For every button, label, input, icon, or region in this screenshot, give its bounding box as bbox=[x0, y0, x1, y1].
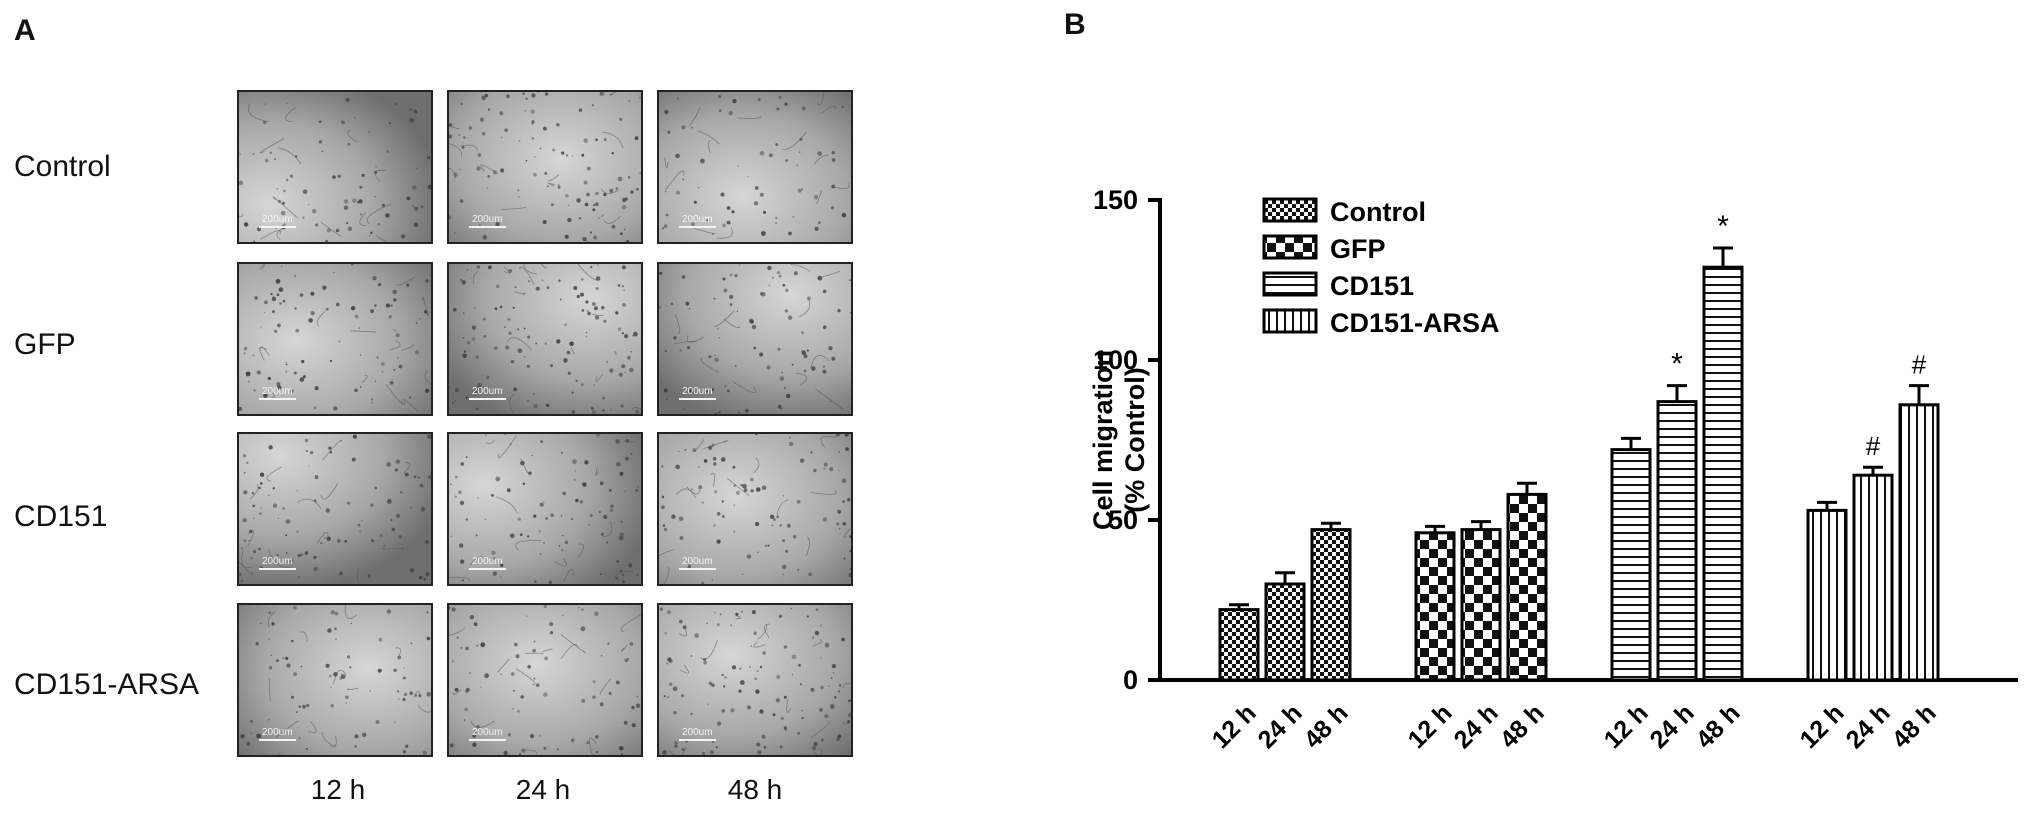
bar bbox=[1610, 448, 1652, 682]
micrograph-cd151-arsa-24h: 200um bbox=[447, 603, 643, 757]
col-label-12h: 12 h bbox=[310, 774, 366, 805]
micrograph-control-24h: 200um bbox=[447, 90, 643, 244]
legend-swatch bbox=[1262, 271, 1318, 297]
x-tick-label: 12 h bbox=[1599, 699, 1654, 754]
y-tick-label: 150 bbox=[1093, 185, 1138, 215]
legend-entry: Control bbox=[1330, 197, 1426, 227]
scale-bar: 200um bbox=[679, 215, 716, 228]
y-axis-label: Cell migration bbox=[1088, 350, 1118, 530]
x-tick-label: 12 h bbox=[1403, 699, 1458, 754]
x-tick-label: 24 h bbox=[1449, 699, 1504, 754]
scale-bar: 200um bbox=[469, 387, 506, 400]
bar bbox=[1852, 473, 1894, 682]
micrograph-cd151-12h: 200um bbox=[237, 432, 433, 586]
significance-mark: # bbox=[1912, 350, 1927, 380]
scale-bar: 200um bbox=[469, 215, 506, 228]
legend-entry: GFP bbox=[1330, 234, 1386, 264]
bar bbox=[1414, 531, 1456, 682]
x-tick-label: 48 h bbox=[1495, 699, 1550, 754]
bar bbox=[1506, 492, 1548, 682]
bar bbox=[1218, 608, 1260, 682]
x-tick-label: 48 h bbox=[1691, 699, 1746, 754]
bar bbox=[1460, 528, 1502, 682]
scale-bar: 200um bbox=[259, 215, 296, 228]
scale-bar: 200um bbox=[469, 728, 506, 741]
legend-swatch bbox=[1262, 308, 1318, 334]
bar bbox=[1310, 528, 1352, 682]
row-label-control: Control bbox=[14, 150, 111, 183]
micrograph-gfp-12h: 200um bbox=[237, 262, 433, 416]
scale-bar: 200um bbox=[259, 728, 296, 741]
micrograph-gfp-24h: 200um bbox=[447, 262, 643, 416]
bar bbox=[1806, 508, 1848, 682]
scale-bar: 200um bbox=[679, 387, 716, 400]
row-label-cd151-arsa: CD151-ARSA bbox=[14, 668, 200, 701]
micrograph-gfp-48h: 200um bbox=[657, 262, 853, 416]
scale-bar: 200um bbox=[679, 557, 716, 570]
bar bbox=[1898, 403, 1940, 682]
bar bbox=[1264, 582, 1306, 682]
scale-bar: 200um bbox=[469, 557, 506, 570]
significance-mark: * bbox=[1717, 210, 1729, 243]
col-label-24h: 24 h bbox=[515, 774, 571, 805]
x-tick-label: 24 h bbox=[1645, 699, 1700, 754]
x-tick-label: 48 h bbox=[1299, 699, 1354, 754]
col-label-48h: 48 h bbox=[727, 774, 783, 805]
scale-bar: 200um bbox=[259, 387, 296, 400]
scale-bar: 200um bbox=[679, 728, 716, 741]
row-label-cd151: CD151 bbox=[14, 500, 108, 533]
x-tick-label: 48 h bbox=[1887, 699, 1942, 754]
significance-mark: * bbox=[1671, 348, 1683, 381]
x-tick-label: 24 h bbox=[1253, 699, 1308, 754]
bar bbox=[1656, 400, 1698, 682]
legend-swatch bbox=[1262, 234, 1318, 260]
x-tick-label: 24 h bbox=[1841, 699, 1896, 754]
micrograph-cd151-arsa-48h: 200um bbox=[657, 603, 853, 757]
x-tick-label: 12 h bbox=[1207, 699, 1262, 754]
micrograph-control-48h: 200um bbox=[657, 90, 853, 244]
bar bbox=[1702, 265, 1744, 682]
y-tick-label: 0 bbox=[1123, 665, 1138, 695]
y-tick-label: 50 bbox=[1108, 505, 1138, 535]
legend-swatch bbox=[1262, 197, 1318, 223]
scale-bar: 200um bbox=[259, 557, 296, 570]
panel-b-label: B bbox=[1064, 8, 1086, 41]
panel-a-label: A bbox=[14, 14, 36, 47]
micrograph-control-12h: 200um bbox=[237, 90, 433, 244]
y-axis-label-unit: (% Control) bbox=[1120, 367, 1150, 512]
row-label-gfp: GFP bbox=[14, 328, 76, 361]
micrograph-cd151-24h: 200um bbox=[447, 432, 643, 586]
significance-mark: # bbox=[1866, 431, 1881, 461]
y-tick-label: 100 bbox=[1093, 345, 1138, 375]
legend-entry: CD151-ARSA bbox=[1330, 308, 1500, 338]
legend-entry: CD151 bbox=[1330, 271, 1414, 301]
x-tick-label: 12 h bbox=[1795, 699, 1850, 754]
micrograph-cd151-48h: 200um bbox=[657, 432, 853, 586]
micrograph-cd151-arsa-12h: 200um bbox=[237, 603, 433, 757]
